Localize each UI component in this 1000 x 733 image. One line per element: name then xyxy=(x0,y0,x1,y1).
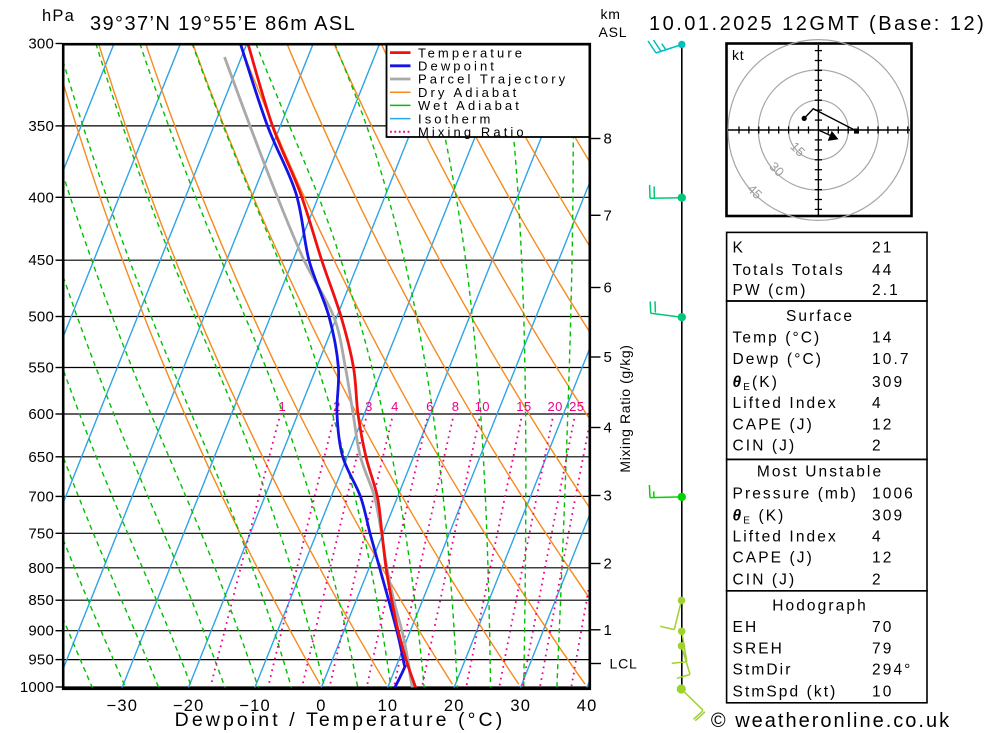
svg-text:SREH: SREH xyxy=(733,641,784,658)
svg-text:Lifted Index: Lifted Index xyxy=(733,395,838,412)
svg-text:4: 4 xyxy=(872,529,883,546)
svg-text:6: 6 xyxy=(604,280,613,297)
svg-text:8: 8 xyxy=(452,399,460,414)
svg-text:39°37’N 19°55’E 86m ASL: 39°37’N 19°55’E 86m ASL xyxy=(90,13,356,35)
svg-text:Hodograph: Hodograph xyxy=(772,597,868,614)
svg-text:Dewpoint / Temperature (°C): Dewpoint / Temperature (°C) xyxy=(175,709,506,731)
svg-text:44: 44 xyxy=(872,262,893,279)
svg-text:25: 25 xyxy=(569,399,584,414)
svg-text:−20: −20 xyxy=(173,697,205,715)
svg-text:Isotherm: Isotherm xyxy=(418,111,493,126)
svg-text:Mixing Ratio: Mixing Ratio xyxy=(418,125,527,140)
svg-text:20: 20 xyxy=(444,697,465,715)
svg-text:Pressure (mb): Pressure (mb) xyxy=(733,486,858,503)
svg-text:PW (cm): PW (cm) xyxy=(733,282,808,299)
svg-text:400: 400 xyxy=(28,189,54,206)
svg-text:700: 700 xyxy=(28,488,54,505)
svg-text:12: 12 xyxy=(872,417,893,434)
svg-text:Lifted Index: Lifted Index xyxy=(733,529,838,546)
svg-text:10: 10 xyxy=(378,697,399,715)
svg-text:800: 800 xyxy=(28,560,54,577)
svg-text:Wet Adiabat: Wet Adiabat xyxy=(418,98,522,113)
svg-text:1: 1 xyxy=(279,399,287,414)
svg-text:8: 8 xyxy=(604,131,613,148)
svg-text:1: 1 xyxy=(604,622,613,639)
svg-text:Temperature: Temperature xyxy=(418,45,525,60)
svg-text:θE (K): θE (K) xyxy=(733,508,786,527)
svg-text:950: 950 xyxy=(28,652,54,669)
svg-text:750: 750 xyxy=(28,525,54,542)
svg-text:2: 2 xyxy=(872,572,883,589)
svg-text:ASL: ASL xyxy=(599,24,628,40)
svg-text:550: 550 xyxy=(28,360,54,377)
svg-text:Dewp (°C): Dewp (°C) xyxy=(733,351,824,368)
svg-text:Dewpoint: Dewpoint xyxy=(418,59,497,74)
svg-text:300: 300 xyxy=(28,36,54,53)
svg-text:14: 14 xyxy=(872,330,893,347)
svg-text:3: 3 xyxy=(604,488,613,505)
svg-text:Surface: Surface xyxy=(786,308,854,325)
svg-text:294°: 294° xyxy=(872,662,912,679)
svg-text:309: 309 xyxy=(872,508,904,525)
svg-text:500: 500 xyxy=(28,309,54,326)
svg-text:2: 2 xyxy=(604,556,613,573)
svg-text:7: 7 xyxy=(604,207,613,224)
svg-text:CAPE (J): CAPE (J) xyxy=(733,550,814,567)
svg-text:EH: EH xyxy=(733,619,759,636)
svg-text:© weatheronline.co.uk: © weatheronline.co.uk xyxy=(711,710,951,732)
svg-text:79: 79 xyxy=(872,641,893,658)
svg-text:Totals Totals: Totals Totals xyxy=(733,262,845,279)
svg-text:4: 4 xyxy=(872,395,883,412)
svg-text:6: 6 xyxy=(426,399,434,414)
svg-text:30: 30 xyxy=(510,697,531,715)
svg-text:650: 650 xyxy=(28,449,54,466)
svg-text:hPa: hPa xyxy=(42,7,75,25)
svg-text:10: 10 xyxy=(872,684,893,701)
svg-text:km: km xyxy=(601,6,621,22)
svg-text:CAPE (J): CAPE (J) xyxy=(733,417,814,434)
svg-text:600: 600 xyxy=(28,406,54,423)
svg-text:kt: kt xyxy=(732,47,745,63)
svg-text:350: 350 xyxy=(28,118,54,135)
svg-text:−30: −30 xyxy=(107,697,139,715)
svg-text:40: 40 xyxy=(577,697,598,715)
svg-text:−10: −10 xyxy=(239,697,271,715)
svg-text:2.1: 2.1 xyxy=(872,282,900,299)
svg-text:450: 450 xyxy=(28,252,54,269)
svg-text:309: 309 xyxy=(872,374,904,391)
svg-text:0: 0 xyxy=(316,697,326,715)
svg-text:12: 12 xyxy=(872,550,893,567)
svg-text:900: 900 xyxy=(28,623,54,640)
svg-text:θE(K): θE(K) xyxy=(733,374,780,393)
svg-text:4: 4 xyxy=(391,399,399,414)
svg-text:70: 70 xyxy=(872,619,893,636)
svg-text:CIN (J): CIN (J) xyxy=(733,438,797,455)
svg-text:LCL: LCL xyxy=(610,656,638,672)
svg-text:10.7: 10.7 xyxy=(872,351,911,368)
svg-text:K: K xyxy=(733,240,745,257)
svg-text:CIN (J): CIN (J) xyxy=(733,572,797,589)
svg-text:5: 5 xyxy=(604,349,613,366)
svg-text:10: 10 xyxy=(475,399,490,414)
svg-text:Parcel Trajectory: Parcel Trajectory xyxy=(418,72,568,87)
svg-text:StmSpd (kt): StmSpd (kt) xyxy=(733,684,838,701)
svg-text:850: 850 xyxy=(28,592,54,609)
svg-text:4: 4 xyxy=(604,420,613,437)
svg-text:1006: 1006 xyxy=(872,486,915,503)
svg-text:Temp (°C): Temp (°C) xyxy=(733,330,822,347)
svg-text:21: 21 xyxy=(872,240,893,257)
svg-text:Most Unstable: Most Unstable xyxy=(757,463,883,480)
svg-text:Dry Adiabat: Dry Adiabat xyxy=(418,85,519,100)
svg-text:20: 20 xyxy=(547,399,562,414)
svg-text:StmDir: StmDir xyxy=(733,662,793,679)
svg-text:10.01.2025 12GMT (Base: 12): 10.01.2025 12GMT (Base: 12) xyxy=(649,13,986,35)
svg-text:3: 3 xyxy=(365,399,373,414)
svg-text:15: 15 xyxy=(516,399,531,414)
svg-text:1000: 1000 xyxy=(20,679,54,696)
svg-text:2: 2 xyxy=(872,438,883,455)
svg-text:Mixing Ratio (g/kg): Mixing Ratio (g/kg) xyxy=(617,344,633,472)
